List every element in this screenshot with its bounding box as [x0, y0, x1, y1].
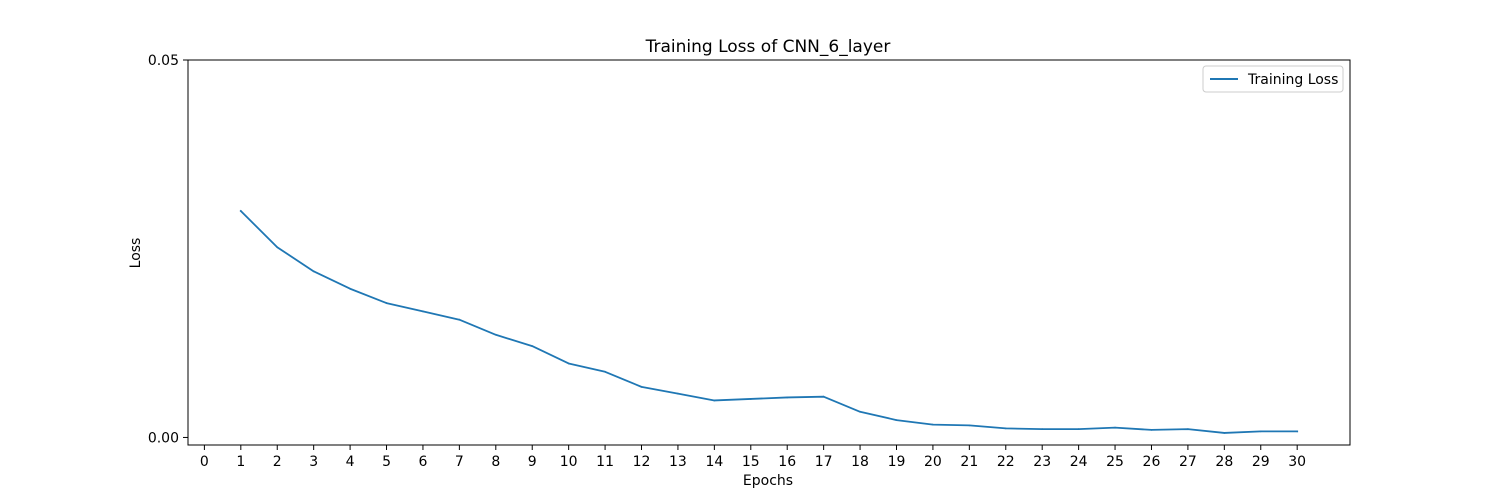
- x-tick-label: 9: [528, 454, 537, 470]
- data-point: [1004, 427, 1007, 430]
- data-point: [1150, 429, 1153, 431]
- x-tick-label: 16: [778, 454, 796, 470]
- x-tick-label: 5: [382, 454, 391, 470]
- y-tick-label: 0.00: [148, 430, 179, 446]
- x-tick-label: 22: [997, 454, 1015, 470]
- data-point: [494, 333, 497, 336]
- x-tick-label: 27: [1179, 454, 1197, 470]
- legend-box: [1202, 65, 1344, 93]
- x-tick-label: 13: [669, 454, 687, 470]
- x-tick-label: 12: [633, 454, 651, 470]
- data-point: [1296, 430, 1299, 433]
- data-point: [859, 410, 861, 413]
- data-point: [968, 424, 971, 427]
- x-tick-label: 0: [200, 454, 209, 470]
- plot-area-frame: [187, 59, 1351, 446]
- legend-label: Training Loss: [1247, 72, 1338, 88]
- data-point: [749, 398, 752, 400]
- x-tick-label: 4: [346, 454, 355, 470]
- x-tick-label: 15: [742, 454, 760, 470]
- chart-title: Training Loss of CNN_6_layer: [645, 37, 891, 57]
- y-tick-label: 0.05: [148, 53, 179, 69]
- data-point: [276, 246, 279, 249]
- data-point: [822, 395, 825, 398]
- data-point: [531, 345, 534, 348]
- x-tick-label: 21: [960, 454, 978, 470]
- x-tick-label: 17: [815, 454, 833, 470]
- data-point: [458, 318, 461, 321]
- x-tick-label: 29: [1252, 454, 1270, 470]
- data-point: [604, 370, 606, 373]
- x-tick-label: 11: [596, 454, 614, 470]
- x-tick-label: 8: [491, 454, 500, 470]
- x-tick-label: 10: [560, 454, 578, 470]
- x-axis-title: Epochs: [743, 473, 793, 489]
- data-point: [385, 302, 388, 304]
- data-point: [1041, 428, 1044, 431]
- x-tick-label: 18: [851, 454, 869, 470]
- data-point: [713, 399, 716, 402]
- x-tick-label: 1: [236, 454, 245, 470]
- data-point: [1187, 428, 1189, 431]
- data-point: [677, 392, 679, 395]
- series-line-training-loss: [239, 209, 1299, 434]
- data-point: [1114, 426, 1116, 429]
- data-point: [312, 270, 315, 273]
- data-point: [895, 419, 898, 421]
- data-point: [422, 310, 424, 313]
- x-tick-label: 3: [309, 454, 318, 470]
- legend: Training Loss: [1202, 65, 1344, 93]
- x-tick-label: 24: [1070, 454, 1088, 470]
- y-axis-title: Loss: [128, 238, 144, 269]
- x-tick-label: 23: [1033, 454, 1051, 470]
- x-tick-label: 14: [705, 454, 723, 470]
- data-point: [932, 423, 934, 426]
- x-tick-label: 30: [1288, 454, 1306, 470]
- x-tick-label: 20: [924, 454, 942, 470]
- data-point: [349, 287, 351, 290]
- x-tick-label: 7: [455, 454, 464, 470]
- data-point: [567, 362, 570, 365]
- data-point: [786, 396, 789, 399]
- data-point: [239, 210, 242, 212]
- data-point: [1223, 432, 1226, 434]
- data-point: [1077, 428, 1080, 431]
- data-point: [640, 385, 643, 388]
- x-tick-label: 28: [1215, 454, 1233, 470]
- data-point: [1259, 430, 1262, 433]
- x-tick-label: 26: [1143, 454, 1161, 470]
- x-tick-label: 2: [273, 454, 282, 470]
- x-tick-label: 25: [1106, 454, 1124, 470]
- x-tick-label: 6: [418, 454, 427, 470]
- x-tick-label: 19: [888, 454, 906, 470]
